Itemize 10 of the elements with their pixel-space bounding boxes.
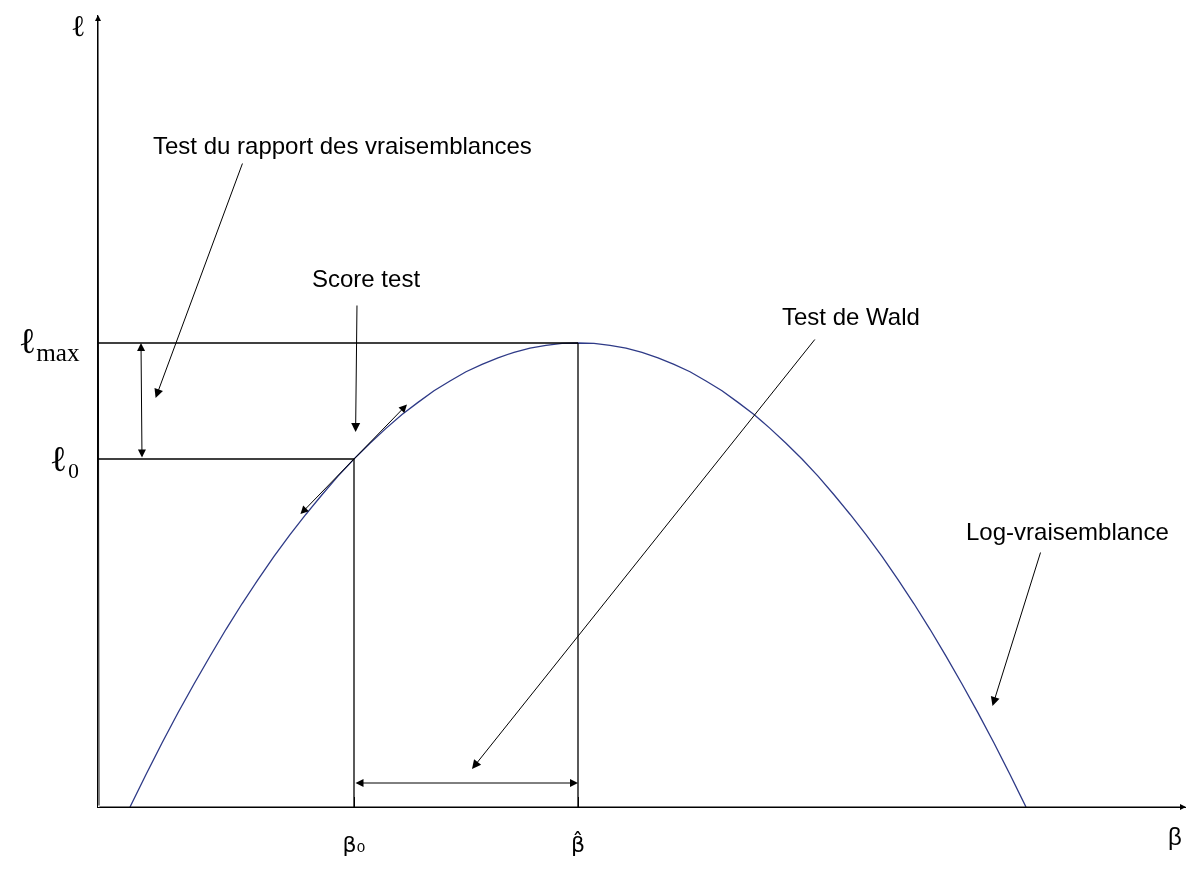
text: Test de Wald <box>782 303 920 330</box>
ref-line-label: ℓ₀ <box>50 439 80 479</box>
text: ℓ <box>71 9 86 42</box>
x-axis-title: β <box>1168 823 1182 850</box>
ref-line-label: ℓ$_{max}$ <box>19 321 81 366</box>
annotation: Log-vraisemblance <box>966 518 1169 545</box>
x-tick-label: β̂ <box>570 831 586 858</box>
text: Score test <box>312 265 421 292</box>
x-tick-label: β₀ <box>342 832 366 858</box>
text: Test du rapport des vraisemblances <box>153 132 532 159</box>
